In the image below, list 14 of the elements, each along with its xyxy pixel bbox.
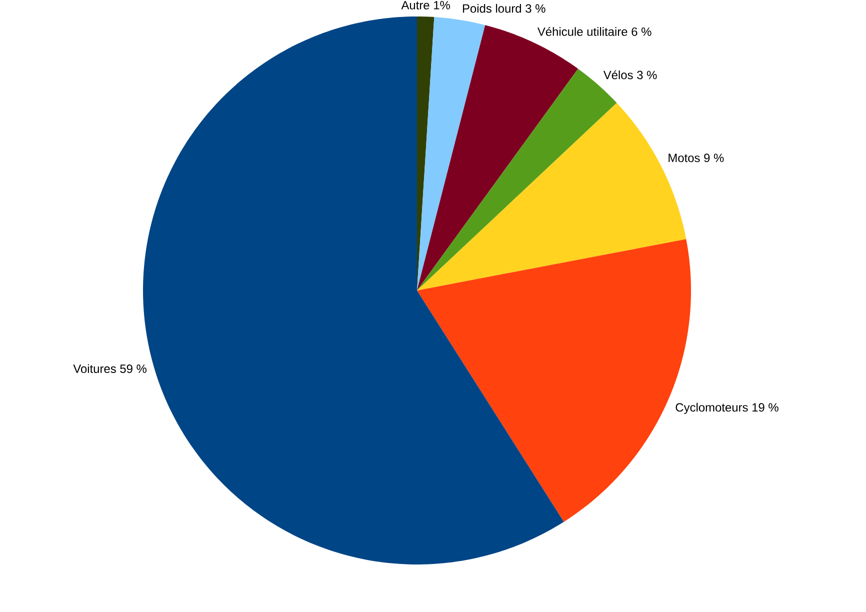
data-label: 59 % bbox=[120, 364, 146, 373]
data-label: 19 % bbox=[752, 402, 778, 412]
data-label: 3 % bbox=[526, 4, 546, 12]
slice-label: Autre bbox=[401, 0, 430, 10]
data-label: 6 % bbox=[632, 27, 652, 36]
slice-label: Motos bbox=[668, 154, 700, 162]
slice-label: Poids lourd bbox=[462, 4, 522, 12]
data-label: 1% bbox=[434, 0, 450, 10]
slice-label: Vélos bbox=[603, 70, 633, 79]
data-label: 3 % bbox=[637, 70, 657, 79]
slice-label: Voitures bbox=[73, 364, 116, 373]
slice-label: Cyclomoteurs bbox=[676, 402, 748, 414]
data-label: 9 % bbox=[704, 153, 724, 162]
slice-label: Véhicule utilitaire bbox=[537, 26, 628, 36]
